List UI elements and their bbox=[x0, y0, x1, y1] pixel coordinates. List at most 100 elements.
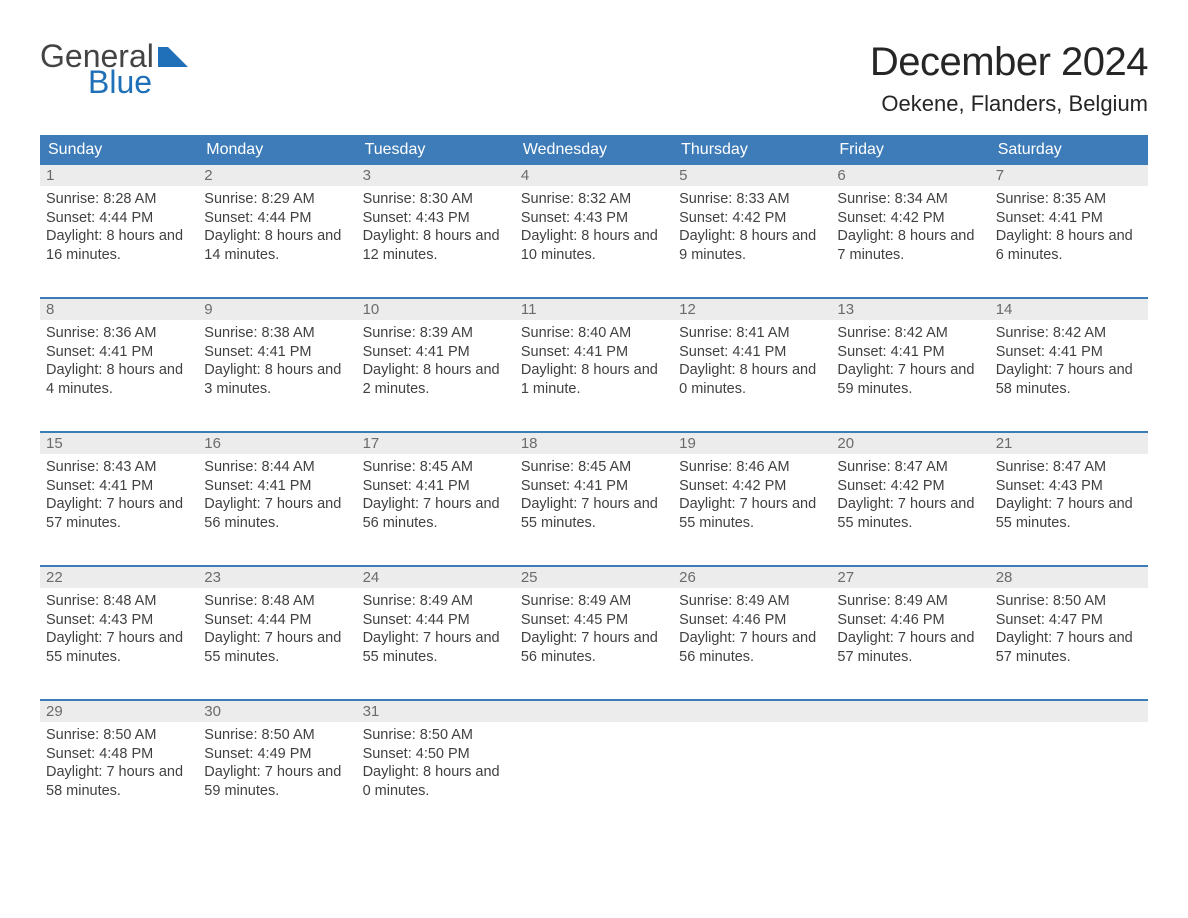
weekday-header: Sunday bbox=[40, 135, 198, 165]
sunset-line: Sunset: 4:42 PM bbox=[679, 209, 825, 228]
sunrise-line: Sunrise: 8:35 AM bbox=[996, 190, 1142, 209]
daylight-line: Daylight: 7 hours and 56 minutes. bbox=[363, 495, 509, 532]
day-number: 13 bbox=[831, 299, 989, 320]
day-details: Sunrise: 8:45 AMSunset: 4:41 PMDaylight:… bbox=[357, 454, 515, 538]
day-details: Sunrise: 8:33 AMSunset: 4:42 PMDaylight:… bbox=[673, 186, 831, 270]
day-number: 15 bbox=[40, 433, 198, 454]
calendar-day: 6Sunrise: 8:34 AMSunset: 4:42 PMDaylight… bbox=[831, 165, 989, 285]
day-number: 6 bbox=[831, 165, 989, 186]
daylight-line: Daylight: 7 hours and 55 minutes. bbox=[521, 495, 667, 532]
daylight-line: Daylight: 7 hours and 56 minutes. bbox=[521, 629, 667, 666]
day-details: Sunrise: 8:50 AMSunset: 4:49 PMDaylight:… bbox=[198, 722, 356, 806]
day-number-empty bbox=[673, 701, 831, 722]
day-details: Sunrise: 8:43 AMSunset: 4:41 PMDaylight:… bbox=[40, 454, 198, 538]
weekday-header: Wednesday bbox=[515, 135, 673, 165]
day-details: Sunrise: 8:49 AMSunset: 4:45 PMDaylight:… bbox=[515, 588, 673, 672]
day-details: Sunrise: 8:47 AMSunset: 4:43 PMDaylight:… bbox=[990, 454, 1148, 538]
page-title: December 2024 bbox=[870, 40, 1148, 85]
sunset-line: Sunset: 4:41 PM bbox=[837, 343, 983, 362]
daylight-line: Daylight: 7 hours and 57 minutes. bbox=[46, 495, 192, 532]
day-number-empty bbox=[831, 701, 989, 722]
sunrise-line: Sunrise: 8:38 AM bbox=[204, 324, 350, 343]
calendar-week: 22Sunrise: 8:48 AMSunset: 4:43 PMDayligh… bbox=[40, 565, 1148, 687]
day-details: Sunrise: 8:42 AMSunset: 4:41 PMDaylight:… bbox=[990, 320, 1148, 404]
sunset-line: Sunset: 4:41 PM bbox=[996, 209, 1142, 228]
calendar-day: 23Sunrise: 8:48 AMSunset: 4:44 PMDayligh… bbox=[198, 567, 356, 687]
calendar-day: 1Sunrise: 8:28 AMSunset: 4:44 PMDaylight… bbox=[40, 165, 198, 285]
day-number: 8 bbox=[40, 299, 198, 320]
calendar-week: 1Sunrise: 8:28 AMSunset: 4:44 PMDaylight… bbox=[40, 165, 1148, 285]
sunset-line: Sunset: 4:49 PM bbox=[204, 745, 350, 764]
day-number: 20 bbox=[831, 433, 989, 454]
sunset-line: Sunset: 4:41 PM bbox=[996, 343, 1142, 362]
sunset-line: Sunset: 4:41 PM bbox=[521, 343, 667, 362]
sunset-line: Sunset: 4:46 PM bbox=[837, 611, 983, 630]
day-details: Sunrise: 8:36 AMSunset: 4:41 PMDaylight:… bbox=[40, 320, 198, 404]
daylight-line: Daylight: 7 hours and 55 minutes. bbox=[204, 629, 350, 666]
calendar: SundayMondayTuesdayWednesdayThursdayFrid… bbox=[40, 135, 1148, 821]
daylight-line: Daylight: 7 hours and 58 minutes. bbox=[46, 763, 192, 800]
daylight-line: Daylight: 7 hours and 55 minutes. bbox=[46, 629, 192, 666]
day-details: Sunrise: 8:50 AMSunset: 4:50 PMDaylight:… bbox=[357, 722, 515, 806]
calendar-day bbox=[515, 701, 673, 821]
sunrise-line: Sunrise: 8:48 AM bbox=[46, 592, 192, 611]
sunrise-line: Sunrise: 8:41 AM bbox=[679, 324, 825, 343]
sunset-line: Sunset: 4:42 PM bbox=[837, 209, 983, 228]
daylight-line: Daylight: 8 hours and 6 minutes. bbox=[996, 227, 1142, 264]
calendar-week: 29Sunrise: 8:50 AMSunset: 4:48 PMDayligh… bbox=[40, 699, 1148, 821]
sunset-line: Sunset: 4:41 PM bbox=[46, 477, 192, 496]
calendar-day: 18Sunrise: 8:45 AMSunset: 4:41 PMDayligh… bbox=[515, 433, 673, 553]
day-number: 30 bbox=[198, 701, 356, 722]
day-details: Sunrise: 8:40 AMSunset: 4:41 PMDaylight:… bbox=[515, 320, 673, 404]
day-number: 26 bbox=[673, 567, 831, 588]
day-number: 7 bbox=[990, 165, 1148, 186]
day-number-empty bbox=[515, 701, 673, 722]
day-number: 27 bbox=[831, 567, 989, 588]
calendar-day: 3Sunrise: 8:30 AMSunset: 4:43 PMDaylight… bbox=[357, 165, 515, 285]
day-details: Sunrise: 8:49 AMSunset: 4:46 PMDaylight:… bbox=[673, 588, 831, 672]
sunset-line: Sunset: 4:45 PM bbox=[521, 611, 667, 630]
daylight-line: Daylight: 8 hours and 4 minutes. bbox=[46, 361, 192, 398]
daylight-line: Daylight: 8 hours and 9 minutes. bbox=[679, 227, 825, 264]
calendar-day: 5Sunrise: 8:33 AMSunset: 4:42 PMDaylight… bbox=[673, 165, 831, 285]
day-details: Sunrise: 8:48 AMSunset: 4:43 PMDaylight:… bbox=[40, 588, 198, 672]
day-number: 4 bbox=[515, 165, 673, 186]
daylight-line: Daylight: 8 hours and 3 minutes. bbox=[204, 361, 350, 398]
calendar-week: 15Sunrise: 8:43 AMSunset: 4:41 PMDayligh… bbox=[40, 431, 1148, 553]
daylight-line: Daylight: 8 hours and 0 minutes. bbox=[363, 763, 509, 800]
daylight-line: Daylight: 7 hours and 57 minutes. bbox=[837, 629, 983, 666]
daylight-line: Daylight: 7 hours and 55 minutes. bbox=[679, 495, 825, 532]
calendar-day: 7 Sunrise: 8:35 AMSunset: 4:41 PMDaylight… bbox=[990, 165, 1148, 285]
calendar-day: 13Sunrise: 8:42 AMSunset: 4:41 PMDayligh… bbox=[831, 299, 989, 419]
day-number: 22 bbox=[40, 567, 198, 588]
day-number: 1 bbox=[40, 165, 198, 186]
day-details: Sunrise: 8:50 AMSunset: 4:47 PMDaylight:… bbox=[990, 588, 1148, 672]
calendar-day: 19Sunrise: 8:46 AMSunset: 4:42 PMDayligh… bbox=[673, 433, 831, 553]
day-details: Sunrise: 8:39 AMSunset: 4:41 PMDaylight:… bbox=[357, 320, 515, 404]
calendar-day: 17Sunrise: 8:45 AMSunset: 4:41 PMDayligh… bbox=[357, 433, 515, 553]
day-details: Sunrise: 8:47 AMSunset: 4:42 PMDaylight:… bbox=[831, 454, 989, 538]
daylight-line: Daylight: 7 hours and 56 minutes. bbox=[679, 629, 825, 666]
day-number: 10 bbox=[357, 299, 515, 320]
calendar-week: 8Sunrise: 8:36 AMSunset: 4:41 PMDaylight… bbox=[40, 297, 1148, 419]
sunrise-line: Sunrise: 8:30 AM bbox=[363, 190, 509, 209]
calendar-day: 2Sunrise: 8:29 AMSunset: 4:44 PMDaylight… bbox=[198, 165, 356, 285]
sunset-line: Sunset: 4:44 PM bbox=[363, 611, 509, 630]
day-number: 24 bbox=[357, 567, 515, 588]
sunset-line: Sunset: 4:41 PM bbox=[521, 477, 667, 496]
day-details: Sunrise: 8:29 AMSunset: 4:44 PMDaylight:… bbox=[198, 186, 356, 270]
calendar-day: 12Sunrise: 8:41 AMSunset: 4:41 PMDayligh… bbox=[673, 299, 831, 419]
sunset-line: Sunset: 4:42 PM bbox=[679, 477, 825, 496]
day-details: Sunrise: 8:38 AMSunset: 4:41 PMDaylight:… bbox=[198, 320, 356, 404]
weekday-header: Monday bbox=[198, 135, 356, 165]
sunrise-line: Sunrise: 8:40 AM bbox=[521, 324, 667, 343]
header: General Blue December 2024 Oekene, Fland… bbox=[40, 40, 1148, 117]
calendar-day: 24Sunrise: 8:49 AMSunset: 4:44 PMDayligh… bbox=[357, 567, 515, 687]
day-number: 23 bbox=[198, 567, 356, 588]
brand-logo: General Blue bbox=[40, 40, 192, 98]
daylight-line: Daylight: 8 hours and 10 minutes. bbox=[521, 227, 667, 264]
weekday-header: Saturday bbox=[990, 135, 1148, 165]
sunset-line: Sunset: 4:43 PM bbox=[996, 477, 1142, 496]
day-number: 29 bbox=[40, 701, 198, 722]
calendar-day: 31Sunrise: 8:50 AMSunset: 4:50 PMDayligh… bbox=[357, 701, 515, 821]
